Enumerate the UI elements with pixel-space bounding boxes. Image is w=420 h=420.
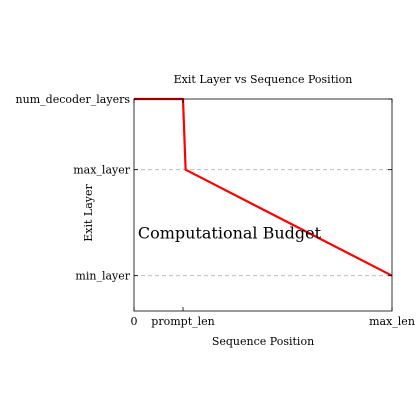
series-line-0 [134, 97, 393, 277]
series-layer [134, 97, 393, 277]
y-tick-label-1: max_layer [73, 164, 130, 177]
plot-frame [133, 98, 393, 312]
x-axis-label: Sequence Position [212, 335, 314, 348]
x-tick-label-0: 0 [131, 315, 138, 328]
y-ticks: min_layer max_layer num_decoder_layers [16, 93, 392, 283]
y-tick-label-0: min_layer [75, 270, 130, 283]
x-tick-label-1: prompt_len [151, 315, 214, 328]
y-tick-label-2: num_decoder_layers [16, 93, 131, 106]
annotation-0: Computational Budget [138, 223, 322, 242]
y-axis-label: Exit Layer [82, 184, 95, 242]
grid [134, 169, 392, 277]
chart-title: Exit Layer vs Sequence Position [174, 73, 353, 86]
annotations: Computational Budget [138, 223, 322, 242]
x-ticks: 0 prompt_len max_len [131, 99, 415, 328]
x-tick-label-2: max_len [369, 315, 415, 328]
